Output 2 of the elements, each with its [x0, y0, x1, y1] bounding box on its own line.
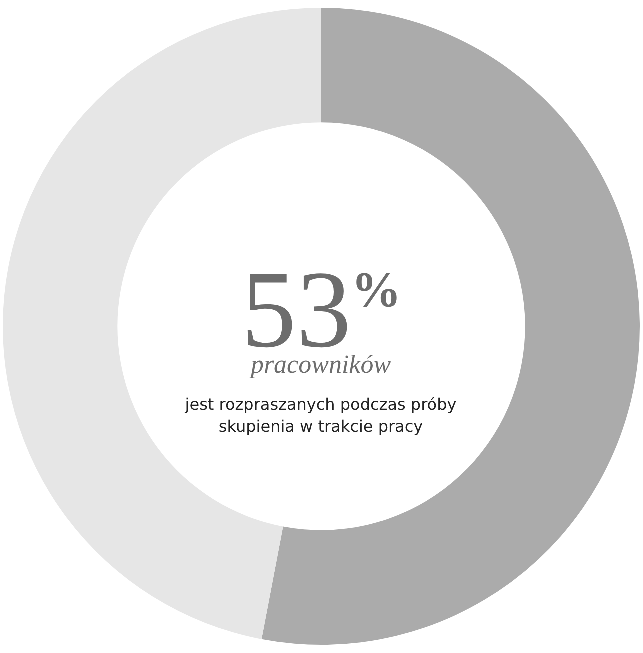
text: jest rozpraszanych podczas próby skupienia w trakcie pracy	[184, 394, 458, 438]
text: pracowników	[248, 350, 392, 380]
